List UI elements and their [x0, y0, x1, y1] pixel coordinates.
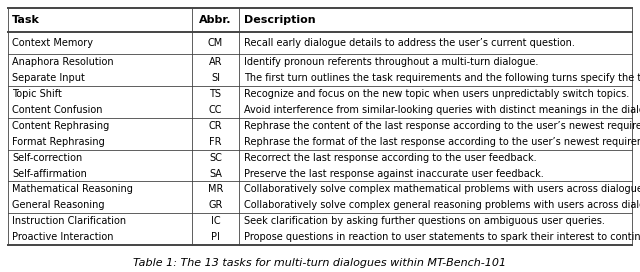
- Text: Mathematical Reasoning: Mathematical Reasoning: [12, 184, 133, 194]
- Text: Topic Shift: Topic Shift: [12, 89, 62, 99]
- Text: AR: AR: [209, 57, 222, 67]
- Text: Preserve the last response against inaccurate user feedback.: Preserve the last response against inacc…: [244, 169, 543, 178]
- Text: Instruction Clarification: Instruction Clarification: [12, 216, 126, 226]
- Text: Content Confusion: Content Confusion: [12, 105, 102, 115]
- Text: Avoid interference from similar-looking queries with distinct meanings in the di: Avoid interference from similar-looking …: [244, 105, 640, 115]
- Text: Recorrect the last response according to the user feedback.: Recorrect the last response according to…: [244, 153, 536, 163]
- Text: SI: SI: [211, 73, 220, 83]
- Text: SA: SA: [209, 169, 222, 178]
- Text: Separate Input: Separate Input: [12, 73, 85, 83]
- Text: SC: SC: [209, 153, 222, 163]
- Text: MR: MR: [208, 184, 223, 194]
- Text: IC: IC: [211, 216, 220, 226]
- Text: CC: CC: [209, 105, 222, 115]
- Text: Format Rephrasing: Format Rephrasing: [12, 137, 105, 147]
- Text: Rephrase the content of the last response according to the user’s newest require: Rephrase the content of the last respons…: [244, 121, 640, 131]
- Text: Rephrase the format of the last response according to the user’s newest requirem: Rephrase the format of the last response…: [244, 137, 640, 147]
- Text: Anaphora Resolution: Anaphora Resolution: [12, 57, 114, 67]
- Text: Propose questions in reaction to user statements to spark their interest to cont: Propose questions in reaction to user st…: [244, 232, 640, 242]
- Text: TS: TS: [209, 89, 221, 99]
- Text: Seek clarification by asking further questions on ambiguous user queries.: Seek clarification by asking further que…: [244, 216, 605, 226]
- Text: Recognize and focus on the new topic when users unpredictably switch topics.: Recognize and focus on the new topic whe…: [244, 89, 629, 99]
- Text: Description: Description: [244, 15, 316, 25]
- Text: Abbr.: Abbr.: [199, 15, 232, 25]
- Text: Content Rephrasing: Content Rephrasing: [12, 121, 109, 131]
- Text: Collaboratively solve complex general reasoning problems with users across dialo: Collaboratively solve complex general re…: [244, 200, 640, 210]
- Text: Self-affirmation: Self-affirmation: [12, 169, 87, 178]
- Text: Collaboratively solve complex mathematical problems with users across dialogue t: Collaboratively solve complex mathematic…: [244, 184, 640, 194]
- Text: General Reasoning: General Reasoning: [12, 200, 104, 210]
- Text: FR: FR: [209, 137, 221, 147]
- Text: Table 1: The 13 tasks for multi-turn dialogues within MT-Bench-101: Table 1: The 13 tasks for multi-turn dia…: [133, 258, 507, 268]
- Text: Context Memory: Context Memory: [12, 38, 93, 48]
- Text: The first turn outlines the task requirements and the following turns specify th: The first turn outlines the task require…: [244, 73, 640, 83]
- Text: Identify pronoun referents throughout a multi-turn dialogue.: Identify pronoun referents throughout a …: [244, 57, 538, 67]
- Text: Proactive Interaction: Proactive Interaction: [12, 232, 113, 242]
- Text: Task: Task: [12, 15, 40, 25]
- Text: CM: CM: [208, 38, 223, 48]
- Text: PI: PI: [211, 232, 220, 242]
- Text: Recall early dialogue details to address the user’s current question.: Recall early dialogue details to address…: [244, 38, 575, 48]
- Text: Self-correction: Self-correction: [12, 153, 83, 163]
- Text: CR: CR: [209, 121, 222, 131]
- Text: GR: GR: [208, 200, 223, 210]
